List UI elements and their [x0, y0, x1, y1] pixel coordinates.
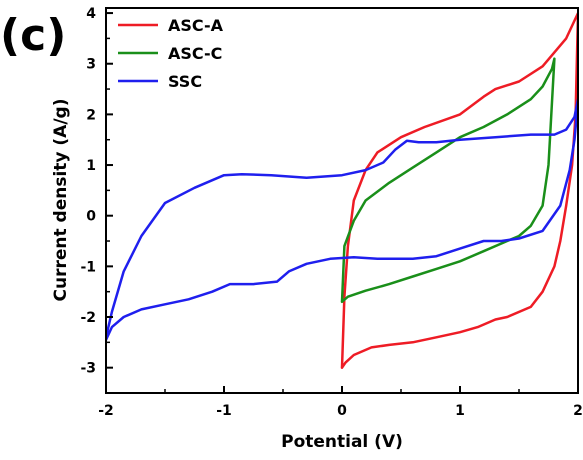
- series-layer: [106, 11, 578, 369]
- y-tick-label: -2: [80, 310, 96, 326]
- y-tick-label: 3: [86, 57, 96, 73]
- x-tick-label: -2: [98, 403, 114, 419]
- x-axis: -2 -1 0 1 2: [98, 386, 583, 419]
- y-tick-label: 2: [86, 107, 96, 123]
- x-axis-label: Potential (V): [281, 432, 403, 452]
- y-tick-label: 1: [86, 158, 96, 174]
- y-tick-label: 4: [86, 6, 96, 22]
- series-line-asc-a: [340, 11, 578, 369]
- legend-label: ASC-A: [168, 16, 224, 35]
- x-tick-label: 1: [455, 403, 465, 419]
- panel-label: (c): [0, 10, 66, 61]
- x-tick-label: -1: [216, 403, 232, 419]
- y-tick-label: 0: [86, 209, 96, 225]
- y-axis: -3 -2 -1 0 1 2 3 4: [80, 6, 113, 394]
- y-tick-label: -3: [80, 361, 96, 377]
- series-line-ssc: [106, 97, 578, 342]
- y-axis-label: Current density (A/g): [51, 99, 71, 302]
- legend-label: ASC-C: [168, 44, 222, 63]
- y-tick-label: -1: [80, 259, 96, 275]
- legend-label: SSC: [168, 72, 202, 91]
- x-tick-label: 2: [573, 403, 583, 419]
- x-tick-label: 0: [337, 403, 347, 419]
- legend: ASC-A ASC-C SSC: [118, 16, 224, 91]
- series-line-asc-c: [340, 57, 556, 304]
